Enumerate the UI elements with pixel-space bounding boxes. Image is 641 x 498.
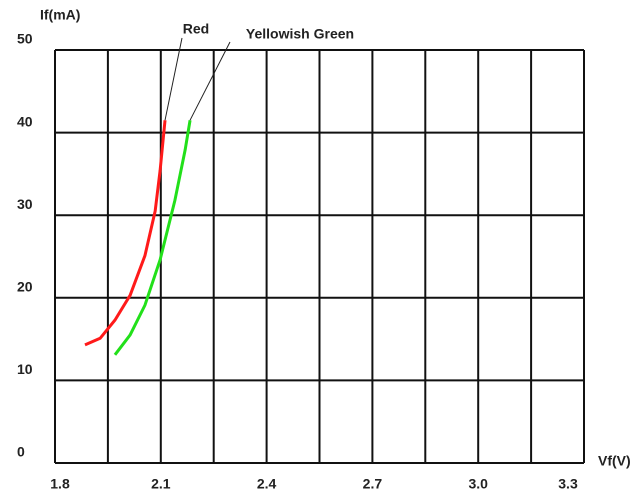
x-axis-label: Vf(V) xyxy=(598,453,631,469)
y-tick-label: 30 xyxy=(17,196,33,212)
x-tick-label: 3.3 xyxy=(558,476,578,492)
data-line xyxy=(84,120,167,347)
leader-line xyxy=(164,37,183,121)
x-tick-label: 1.8 xyxy=(50,476,70,492)
x-tick-label: 2.4 xyxy=(257,476,277,492)
y-tick-label: 10 xyxy=(17,361,33,377)
y-axis-label: If(mA) xyxy=(40,7,80,23)
y-tick-label: 40 xyxy=(17,113,33,129)
x-tick-label: 2.1 xyxy=(151,476,171,492)
y-tick-label: 20 xyxy=(17,279,33,295)
data-line xyxy=(113,119,192,356)
x-tick-label: 2.7 xyxy=(363,476,383,492)
y-tick-label: 0 xyxy=(17,444,25,460)
leader-line xyxy=(189,41,231,121)
y-tick-label: 50 xyxy=(17,31,33,47)
series-label: Red xyxy=(183,21,209,37)
series-label: Yellowish Green xyxy=(246,26,354,42)
x-tick-label: 3.0 xyxy=(468,476,488,492)
